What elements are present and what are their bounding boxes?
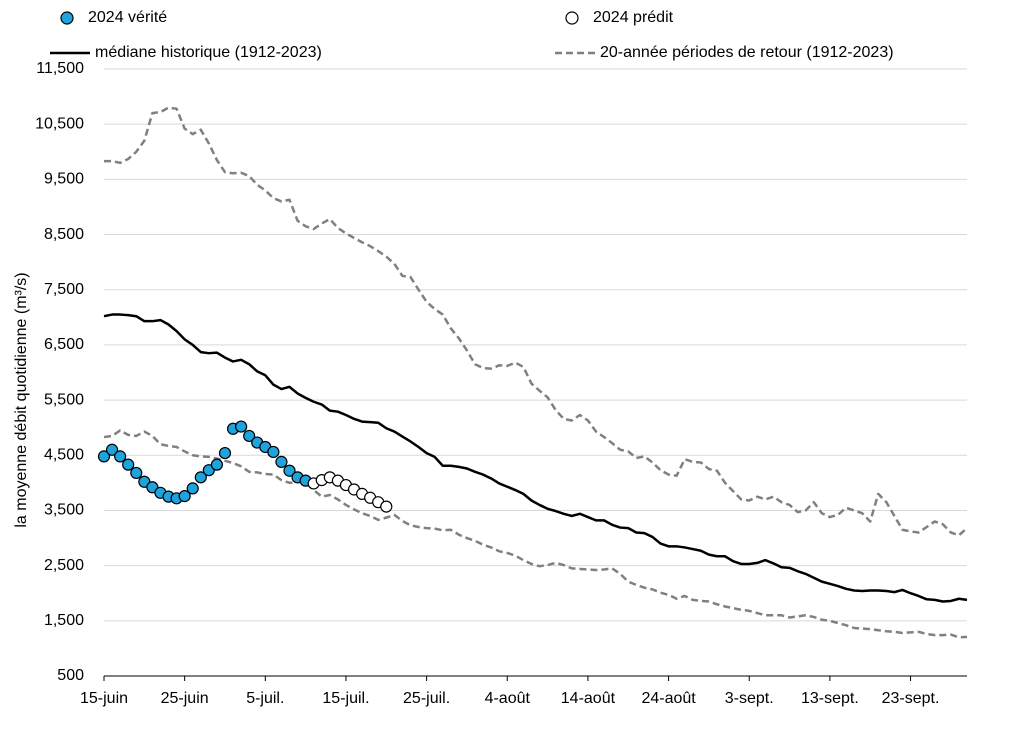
data-point (267, 445, 280, 459)
data-point (105, 443, 119, 456)
data-point (97, 450, 111, 463)
legend-marker (60, 11, 74, 25)
y-axis-label: la moyenne débit quotidienne (m³/s) (13, 272, 30, 527)
data-point (114, 450, 127, 463)
x-tick-label: 25-juin (161, 690, 209, 707)
x-tick-label: 25-juil. (403, 690, 450, 707)
x-tick-label: 13-sept. (801, 690, 859, 707)
data-point (218, 446, 232, 460)
series-line (103, 313, 968, 603)
data-point (380, 500, 393, 513)
y-tick-label: 9,500 (44, 171, 84, 188)
y-tick-label: 11,500 (36, 60, 84, 77)
legend-label: médiane historique (1912-2023) (95, 44, 322, 61)
x-tick-label: 5-juil. (246, 690, 284, 707)
y-tick-label: 6,500 (44, 336, 84, 353)
data-point (178, 490, 191, 503)
legend-marker (565, 11, 579, 25)
y-tick-label: 1,500 (44, 612, 84, 629)
data-point (235, 420, 248, 433)
y-tick-label: 3,500 (44, 502, 84, 519)
x-tick-label: 3-sept. (725, 690, 774, 707)
data-point (243, 429, 256, 443)
x-tick-label: 24-août (641, 690, 696, 707)
y-tick-label: 7,500 (44, 281, 84, 298)
series-line (104, 106, 968, 537)
legend-label: 2024 prédit (593, 9, 674, 26)
x-tick-label: 14-août (561, 690, 616, 707)
data-point (130, 466, 143, 480)
series-line (103, 429, 968, 639)
data-point (283, 464, 296, 477)
y-tick-label: 4,500 (44, 446, 84, 463)
y-tick-label: 8,500 (44, 226, 84, 243)
data-point (275, 455, 288, 468)
y-tick-label: 10,500 (35, 115, 84, 132)
x-tick-label: 4-août (485, 690, 531, 707)
data-point (122, 458, 135, 471)
y-tick-label: 5,500 (44, 391, 84, 408)
y-tick-label: 2,500 (44, 557, 84, 574)
x-tick-label: 15-juil. (322, 690, 369, 707)
data-point (186, 482, 199, 495)
legend-label: 2024 vérité (88, 9, 167, 26)
data-point (194, 471, 207, 484)
legend-label: 20-année périodes de retour (1912-2023) (600, 44, 894, 61)
y-tick-label: 500 (57, 667, 84, 684)
x-tick-label: 15-juin (80, 690, 128, 707)
data-point (210, 458, 224, 471)
x-tick-label: 23-sept. (882, 690, 940, 707)
